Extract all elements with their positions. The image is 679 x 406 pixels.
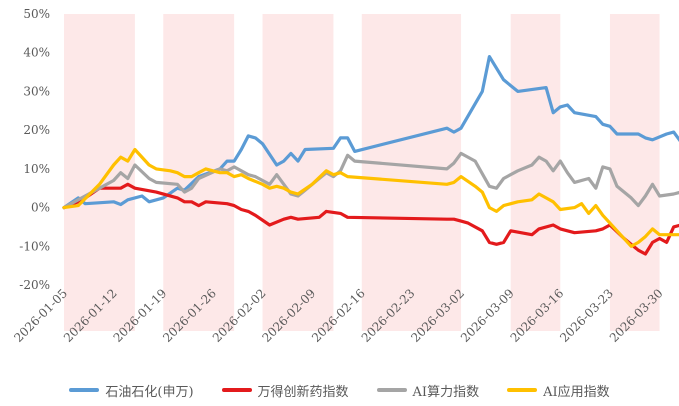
series-line-3 [62, 147, 679, 248]
legend-label: 石油石化(申万) [105, 384, 194, 400]
y-tick-label: -10% [19, 239, 50, 253]
shaded-period-3 [361, 14, 462, 331]
legend-swatch [221, 388, 252, 392]
y-tick-label: 20% [23, 123, 50, 137]
shaded-period-4 [510, 14, 561, 331]
series-lines [62, 55, 679, 256]
legend-item-3: AI应用指数 [507, 381, 610, 400]
legend-item-2: AI算力指数 [376, 381, 480, 400]
y-tick-label: 10% [23, 162, 50, 176]
y-tick-label: 40% [23, 46, 50, 60]
y-axis-ticks: 50% 40% 30% 20% 10% 0% -10% -20% [19, 7, 50, 292]
shaded-periods [64, 14, 660, 331]
legend-label: AI应用指数 [543, 384, 610, 400]
y-tick-label: -20% [19, 278, 50, 292]
legend-swatch [507, 388, 538, 392]
shaded-period-0 [64, 14, 135, 331]
legend-swatch [69, 388, 100, 392]
shaded-period-2 [262, 14, 334, 331]
y-tick-label: 0% [31, 201, 50, 215]
legend-label: 万得创新药指数 [257, 384, 349, 400]
legend-swatch [376, 388, 407, 392]
series-line-2 [62, 151, 679, 210]
legend-item-1: 万得创新药指数 [221, 381, 349, 400]
y-tick-label: 50% [23, 7, 50, 21]
line-chart: 50%40%30%20%10%0%-10%-20% 2026-01-052026… [11, 7, 679, 345]
y-tick-label: 30% [23, 84, 50, 98]
legend-item-0: 石油石化(申万) [69, 381, 194, 400]
series-line-0 [62, 55, 679, 210]
shaded-period-5 [609, 14, 660, 331]
legend: 石油石化(申万) 万得创新药指数 AI算力指数 AI应用指数 [0, 378, 679, 402]
legend-label: AI算力指数 [412, 384, 480, 400]
